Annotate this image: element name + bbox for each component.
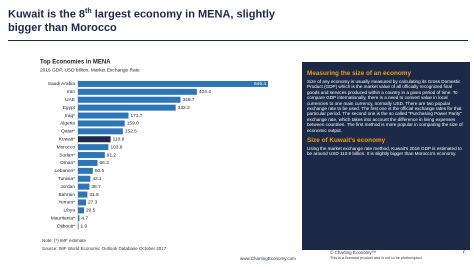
category-label: Iran xyxy=(67,89,76,95)
bar xyxy=(78,96,181,103)
page-number: 7 xyxy=(462,248,466,255)
value-label: 31.9 xyxy=(89,192,99,198)
value-label: 171.7 xyxy=(130,113,142,119)
value-label: 110.9 xyxy=(113,137,125,143)
category-label: Morocco xyxy=(57,144,76,150)
bar xyxy=(78,144,109,151)
copyright: © Charting Economy™ xyxy=(330,250,377,255)
category-label: UAE xyxy=(65,97,75,103)
chart-subtitle: 2016 GDP, USD billion, Market Exchange R… xyxy=(40,67,140,73)
category-label: Sudan* xyxy=(59,152,75,158)
category-label: Saudi Arabia xyxy=(48,81,76,87)
category-label: Oman* xyxy=(60,160,75,166)
bar xyxy=(78,215,80,222)
chart-title: Top Economies in MENA xyxy=(40,60,111,66)
category-label: Jordan xyxy=(60,184,75,190)
bar xyxy=(78,128,123,135)
bar xyxy=(78,159,98,166)
category-label: Kuwait* xyxy=(59,137,75,143)
bar xyxy=(78,167,93,174)
value-label: 42.1 xyxy=(92,176,102,182)
bar xyxy=(78,120,125,127)
bar xyxy=(78,175,91,182)
category-label: Qatar* xyxy=(61,129,75,135)
value-label: 4.7 xyxy=(81,216,88,222)
title-superscript: th xyxy=(85,8,92,15)
bar xyxy=(78,112,129,119)
panel-text: Using the market exchange rate method, K… xyxy=(307,146,462,157)
bar xyxy=(78,183,90,190)
bar xyxy=(78,80,268,87)
category-label: Djibouti* xyxy=(57,223,75,229)
value-label: 103.6 xyxy=(110,144,122,150)
category-label: Lebanon* xyxy=(54,168,75,174)
category-label: Tunisia* xyxy=(58,176,75,182)
category-label: Egypt xyxy=(63,105,76,111)
category-label: Algeria xyxy=(60,121,75,127)
info-panel: Measuring the size of an economy Size of… xyxy=(302,62,470,250)
bar xyxy=(78,223,79,230)
value-label: 91.2 xyxy=(107,152,117,158)
bar xyxy=(78,104,176,111)
category-label: Mauritania* xyxy=(51,216,75,222)
category-label: Yemen* xyxy=(58,200,75,206)
panel-heading: Measuring the size of an economy xyxy=(307,70,412,77)
license: This is a licensed product and is not to… xyxy=(330,256,422,260)
slide-title: Kuwait is the 8th largest economy in MEN… xyxy=(8,5,308,35)
bar xyxy=(78,136,111,143)
website: www.ChartingEconomy.com xyxy=(240,256,296,261)
panel-heading: Size of Kuwait's economy xyxy=(307,137,386,145)
bar xyxy=(78,191,88,198)
bar xyxy=(78,207,85,214)
value-label: 38.7 xyxy=(91,184,101,190)
title-text: largest economy in MENA, slightly bigger… xyxy=(8,8,276,34)
source: Source: IMF World Economic Outlook Datab… xyxy=(42,246,167,251)
value-label: 20.5 xyxy=(86,208,96,214)
panel-text: Size of any economy is usually measured … xyxy=(307,79,463,133)
divider xyxy=(8,40,468,41)
bar xyxy=(78,88,197,95)
value-label: 646.4 xyxy=(254,81,266,87)
value-label: 404.4 xyxy=(199,89,211,95)
category-label: Bahrain xyxy=(58,192,75,198)
value-label: 66.3 xyxy=(99,160,109,166)
value-label: 152.5 xyxy=(125,129,137,135)
title-text: Kuwait is the 8 xyxy=(8,8,86,21)
category-label: Iraq* xyxy=(65,113,75,119)
value-label: 1.9 xyxy=(81,223,88,229)
category-label: Libya xyxy=(64,208,76,214)
value-label: 27.3 xyxy=(88,200,98,206)
value-label: 50.5 xyxy=(95,168,105,174)
note: Note: (*) IMF estimate xyxy=(42,238,87,243)
bar xyxy=(78,199,87,206)
value-label: 159.0 xyxy=(127,121,139,127)
value-label: 332.3 xyxy=(178,105,190,111)
value-label: 348.7 xyxy=(182,97,194,103)
chart: Top Economies in MENA 2016 GDP, USD bill… xyxy=(40,60,268,231)
bar xyxy=(78,152,105,159)
